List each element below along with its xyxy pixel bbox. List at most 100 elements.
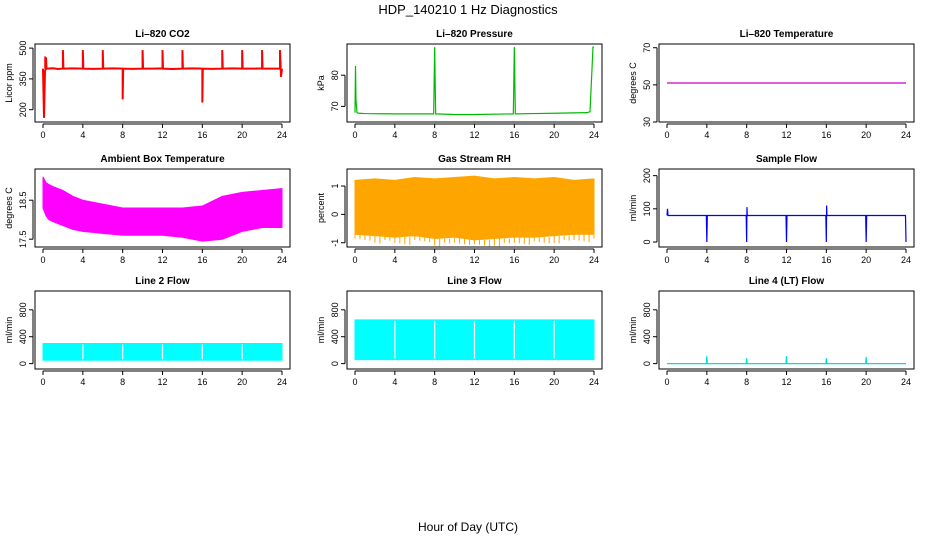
panel-title-line4: Line 4 (LT) Flow bbox=[749, 276, 825, 287]
x-tick-label: 8 bbox=[744, 377, 749, 387]
x-tick-label: 24 bbox=[901, 130, 911, 140]
x-tick-label: 24 bbox=[901, 377, 911, 387]
series-band-ambient bbox=[42, 176, 283, 242]
y-tick-label: 800 bbox=[642, 302, 652, 317]
panel-line4: Line 4 (LT) Flow 0 4 8 12 16 20 24 0 400 800 ml/min bbox=[628, 276, 915, 387]
y-tick-label: 400 bbox=[330, 329, 340, 344]
y-tick-label: 400 bbox=[18, 329, 28, 344]
x-tick-label: 4 bbox=[80, 255, 85, 265]
x-tick-label: 0 bbox=[664, 377, 669, 387]
x-tick-label: 20 bbox=[861, 255, 871, 265]
plot-frame-pressure bbox=[346, 43, 603, 123]
x-tick-label: 4 bbox=[392, 255, 397, 265]
y-tick-label: 18.5 bbox=[18, 191, 28, 209]
x-tick-label: 0 bbox=[40, 377, 45, 387]
x-tick-label: 12 bbox=[781, 255, 791, 265]
x-tick-label: 8 bbox=[120, 255, 125, 265]
x-tick-label: 20 bbox=[549, 130, 559, 140]
x-tick-label: 20 bbox=[237, 377, 247, 387]
plot-frame-co2 bbox=[34, 43, 291, 123]
y-tick-label: 70 bbox=[330, 101, 340, 111]
panel-title-ambient: Ambient Box Temperature bbox=[100, 154, 225, 165]
panel-temp820: Li–820 Temperature 0 4 8 12 16 20 24 30 50 70 degre… bbox=[628, 29, 915, 140]
plot-frame-sample bbox=[658, 168, 915, 248]
x-tick-label: 8 bbox=[120, 130, 125, 140]
plot-frame-line3 bbox=[346, 290, 603, 370]
y-tick-label: 17.5 bbox=[18, 230, 28, 248]
x-tick-label: 16 bbox=[821, 377, 831, 387]
y-tick-label: 200 bbox=[642, 168, 652, 183]
x-tick-label: 8 bbox=[120, 377, 125, 387]
x-tick-label: 12 bbox=[781, 130, 791, 140]
y-axis-label-pressure: kPa bbox=[316, 75, 326, 91]
x-tick-label: 4 bbox=[704, 255, 709, 265]
figure-xlabel: Hour of Day (UTC) bbox=[418, 520, 518, 534]
x-tick-label: 4 bbox=[704, 130, 709, 140]
plot-frame-ambient bbox=[34, 168, 291, 248]
y-axis-label-line2: ml/min bbox=[4, 317, 14, 344]
x-tick-label: 0 bbox=[40, 130, 45, 140]
x-tick-label: 24 bbox=[589, 377, 599, 387]
y-tick-label: 100 bbox=[642, 201, 652, 216]
panel-pressure: Li–820 Pressure 0 4 8 12 16 20 24 70 80 kPa bbox=[316, 29, 603, 140]
y-tick-label: 0 bbox=[642, 240, 652, 245]
series-line-line4 bbox=[667, 356, 906, 365]
x-tick-label: 4 bbox=[80, 377, 85, 387]
x-tick-label: 20 bbox=[861, 130, 871, 140]
x-tick-label: 0 bbox=[352, 130, 357, 140]
x-tick-label: 4 bbox=[392, 130, 397, 140]
x-tick-label: 20 bbox=[861, 377, 871, 387]
y-tick-label: 30 bbox=[642, 117, 652, 127]
x-tick-label: 12 bbox=[157, 255, 167, 265]
y-tick-label: 350 bbox=[18, 71, 28, 86]
y-tick-label: 1 bbox=[330, 184, 340, 189]
x-tick-label: 12 bbox=[469, 377, 479, 387]
y-axis-label-sample: ml/min bbox=[628, 195, 638, 222]
x-tick-label: 12 bbox=[157, 130, 167, 140]
x-tick-label: 20 bbox=[549, 377, 559, 387]
y-axis-label-co2: Licor ppm bbox=[4, 63, 14, 103]
y-tick-label: 200 bbox=[18, 102, 28, 117]
y-tick-label: 50 bbox=[642, 80, 652, 90]
x-tick-label: 16 bbox=[197, 377, 207, 387]
x-tick-label: 4 bbox=[392, 377, 397, 387]
x-tick-label: 24 bbox=[277, 130, 287, 140]
x-tick-label: 20 bbox=[237, 255, 247, 265]
x-tick-label: 16 bbox=[197, 255, 207, 265]
x-tick-label: 16 bbox=[821, 130, 831, 140]
y-tick-label: 800 bbox=[330, 302, 340, 317]
y-tick-label: 400 bbox=[642, 329, 652, 344]
x-tick-label: 24 bbox=[277, 377, 287, 387]
x-tick-label: 20 bbox=[237, 130, 247, 140]
panel-title-rh: Gas Stream RH bbox=[438, 154, 511, 165]
x-tick-label: 16 bbox=[509, 377, 519, 387]
y-tick-label: 0 bbox=[330, 212, 340, 217]
x-tick-label: 8 bbox=[432, 130, 437, 140]
x-tick-label: 4 bbox=[80, 130, 85, 140]
y-tick-label: -1 bbox=[330, 239, 340, 247]
series-line-sample bbox=[666, 205, 907, 243]
y-axis-label-temp820: degrees C bbox=[628, 62, 638, 104]
y-axis-label-rh: percent bbox=[316, 192, 326, 223]
x-tick-label: 8 bbox=[432, 377, 437, 387]
x-tick-label: 24 bbox=[589, 255, 599, 265]
panel-title-sample: Sample Flow bbox=[756, 154, 817, 165]
x-tick-label: 0 bbox=[352, 255, 357, 265]
x-tick-label: 12 bbox=[157, 377, 167, 387]
y-tick-label: 0 bbox=[642, 361, 652, 366]
panel-title-line3: Line 3 Flow bbox=[447, 276, 502, 287]
y-tick-label: 0 bbox=[18, 361, 28, 366]
x-tick-label: 0 bbox=[40, 255, 45, 265]
x-tick-label: 0 bbox=[664, 255, 669, 265]
x-tick-label: 16 bbox=[509, 130, 519, 140]
plot-frame-line4 bbox=[658, 290, 915, 370]
series-line-pressure bbox=[354, 46, 594, 116]
x-tick-label: 0 bbox=[664, 130, 669, 140]
y-tick-label: 0 bbox=[330, 361, 340, 366]
y-axis-label-ambient: degrees C bbox=[4, 187, 14, 229]
series-band-rh bbox=[354, 175, 595, 241]
y-tick-label: 500 bbox=[18, 41, 28, 56]
panel-sample: Sample Flow 0 4 8 12 16 20 24 0 100 200 ml/min bbox=[628, 154, 915, 265]
